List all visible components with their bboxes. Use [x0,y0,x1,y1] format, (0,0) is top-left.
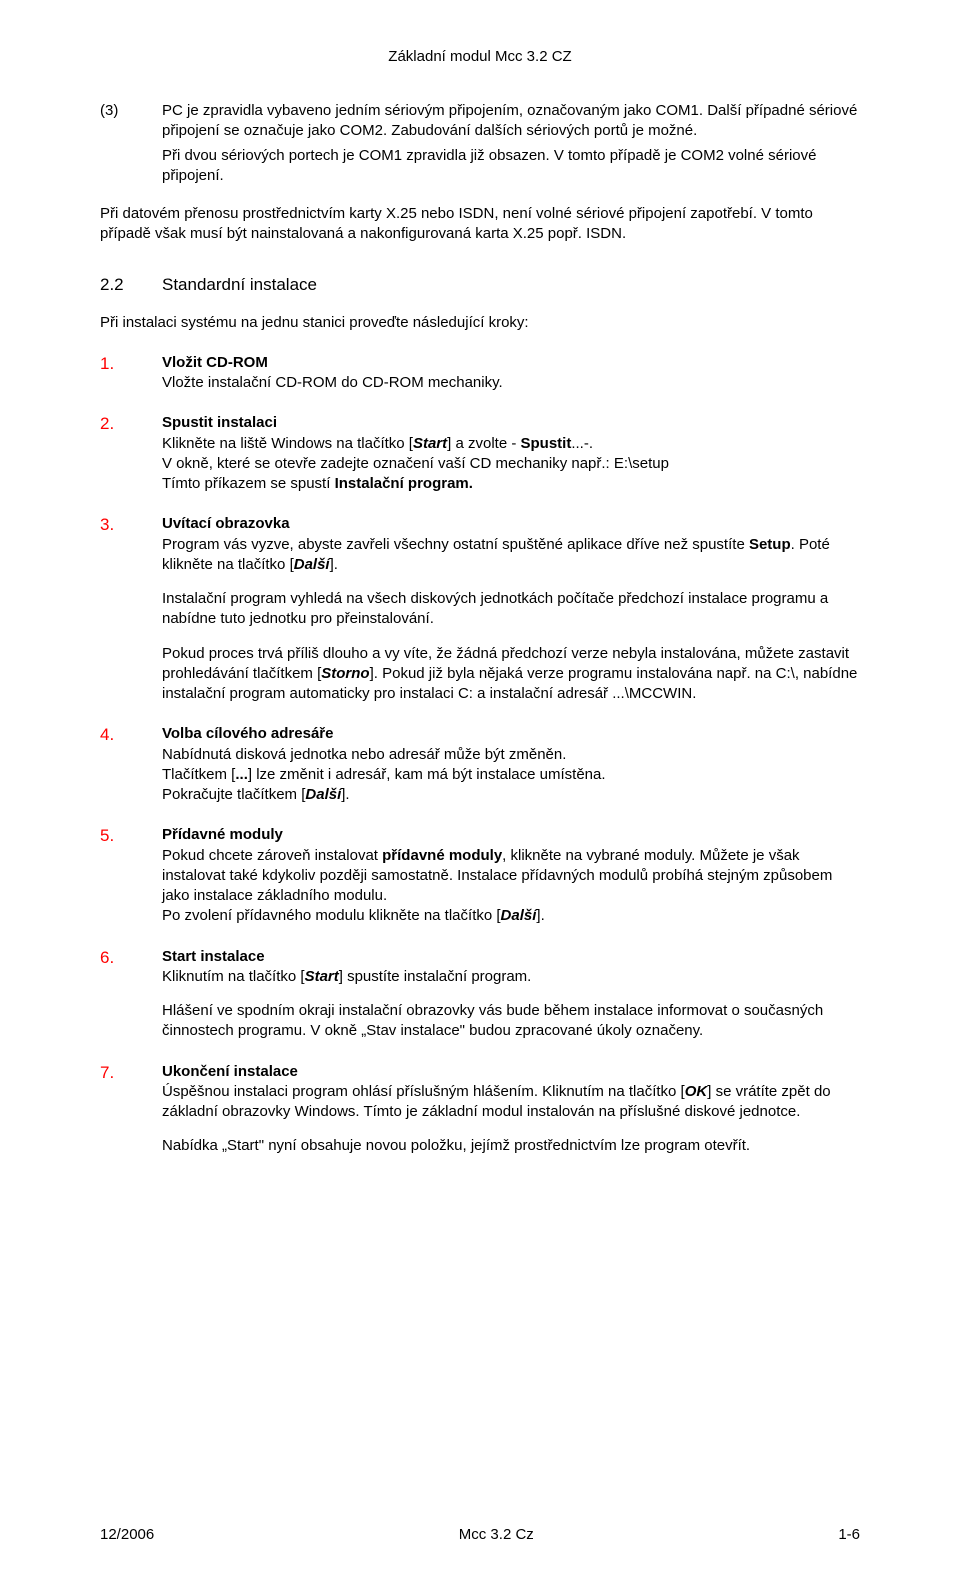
document-page: Základní modul Mcc 3.2 CZ (3) PC je zpra… [0,0,960,1579]
install-step-1: 1. Vložit CD-ROM Vložte instalační CD-RO… [100,353,860,394]
step-number: 6. [100,947,162,1042]
step-body: Vložit CD-ROM Vložte instalační CD-ROM d… [162,353,860,394]
step-text: Pokud chcete zároveň instalovat přídavné… [162,847,832,925]
step-title: Ukončení instalace [162,1063,298,1080]
step-body: Spustit instalaci Klikněte na liště Wind… [162,413,860,494]
step-body: Start instalace Kliknutím na tlačítko [S… [162,947,860,1042]
numbered-paragraph-3: (3) PC je zpravidla vybaveno jedním séri… [100,101,860,186]
install-step-2: 2. Spustit instalaci Klikněte na liště W… [100,413,860,494]
step-number: 4. [100,724,162,805]
step-subpara: Instalační program vyhledá na všech disk… [162,589,860,630]
step-text: Klikněte na liště Windows na tlačítko [S… [162,435,669,493]
step-title: Volba cílového adresáře [162,725,333,742]
section-intro: Při instalaci systému na jednu stanici p… [100,313,860,333]
footer-right: 1-6 [838,1526,860,1543]
step-subpara: Hlášení ve spodním okraji instalační obr… [162,1001,860,1042]
step-number: 2. [100,413,162,494]
step-title: Spustit instalaci [162,414,277,431]
step-title: Start instalace [162,948,265,965]
install-step-3: 3. Uvítací obrazovka Program vás vyzve, … [100,514,860,704]
step-subpara: Pokud proces trvá příliš dlouho a vy vít… [162,644,860,705]
step-number: 3. [100,514,162,704]
section-title: Standardní instalace [162,275,317,294]
step-number: 7. [100,1062,162,1157]
install-step-5: 5. Přídavné moduly Pokud chcete zároveň … [100,825,860,926]
step-body: Volba cílového adresáře Nabídnutá diskov… [162,724,860,805]
section-heading: 2.2Standardní instalace [100,275,860,295]
step-body: Ukončení instalace Úspěšnou instalaci pr… [162,1062,860,1157]
page-footer: 12/2006 Mcc 3.2 Cz 1-6 [100,1526,860,1543]
para-text-line: Při dvou sériových portech je COM1 zprav… [162,146,860,187]
step-text: Program vás vyzve, abyste zavřeli všechn… [162,536,830,573]
step-number: 5. [100,825,162,926]
section-number: 2.2 [100,275,162,295]
footer-center: Mcc 3.2 Cz [459,1526,534,1543]
step-text: Úspěšnou instalaci program ohlásí příslu… [162,1083,831,1120]
install-step-7: 7. Ukončení instalace Úspěšnou instalaci… [100,1062,860,1157]
page-header: Základní modul Mcc 3.2 CZ [100,48,860,65]
step-number: 1. [100,353,162,394]
step-title: Vložit CD-ROM [162,354,268,371]
install-step-4: 4. Volba cílového adresáře Nabídnutá dis… [100,724,860,805]
para-number: (3) [100,101,162,186]
step-text: Vložte instalační CD-ROM do CD-ROM mecha… [162,374,503,391]
install-step-6: 6. Start instalace Kliknutím na tlačítko… [100,947,860,1042]
step-text: Nabídnutá disková jednotka nebo adresář … [162,746,606,804]
step-title: Přídavné moduly [162,826,283,843]
para-text-line: PC je zpravidla vybaveno jedním sériovým… [162,101,860,142]
footer-left: 12/2006 [100,1526,154,1543]
step-body: Přídavné moduly Pokud chcete zároveň ins… [162,825,860,926]
para-text: PC je zpravidla vybaveno jedním sériovým… [162,101,860,186]
free-paragraph: Při datovém přenosu prostřednictvím kart… [100,204,860,245]
step-title: Uvítací obrazovka [162,515,290,532]
step-body: Uvítací obrazovka Program vás vyzve, aby… [162,514,860,704]
step-subpara: Nabídka „Start" nyní obsahuje novou polo… [162,1136,860,1156]
step-text: Kliknutím na tlačítko [Start] spustíte i… [162,968,531,985]
